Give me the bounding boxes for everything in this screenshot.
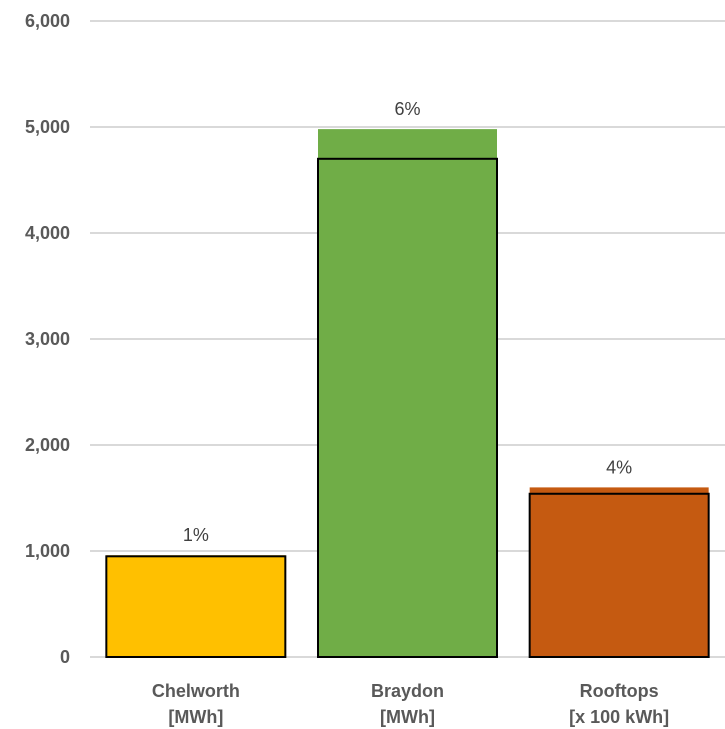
bar-base <box>528 492 710 659</box>
y-tick-label: 0 <box>60 647 70 667</box>
x-axis-category-labels: Chelworth [MWh] Braydon [MWh] Rooftops [x 100… <box>152 681 669 727</box>
data-labels: 1% 6% 4% <box>183 99 632 545</box>
category-unit-label: [MWh] <box>168 707 223 727</box>
y-tick-label: 3,000 <box>25 329 70 349</box>
bar-base <box>105 555 287 658</box>
category-label: Rooftops <box>580 681 659 701</box>
category-unit-label: [x 100 kWh] <box>569 707 669 727</box>
y-tick-label: 6,000 <box>25 11 70 31</box>
bar-base <box>317 157 498 659</box>
data-label: 6% <box>394 99 420 119</box>
category-label: Chelworth <box>152 681 240 701</box>
data-label: 4% <box>606 457 632 477</box>
y-tick-label: 4,000 <box>25 223 70 243</box>
y-tick-label: 1,000 <box>25 541 70 561</box>
y-axis-tick-labels: 0 1,000 2,000 3,000 4,000 5,000 6,000 <box>25 11 70 667</box>
bars <box>105 129 710 659</box>
category-unit-label: [MWh] <box>380 707 435 727</box>
category-label: Braydon <box>371 681 444 701</box>
y-tick-label: 2,000 <box>25 435 70 455</box>
data-label: 1% <box>183 525 209 545</box>
y-tick-label: 5,000 <box>25 117 70 137</box>
